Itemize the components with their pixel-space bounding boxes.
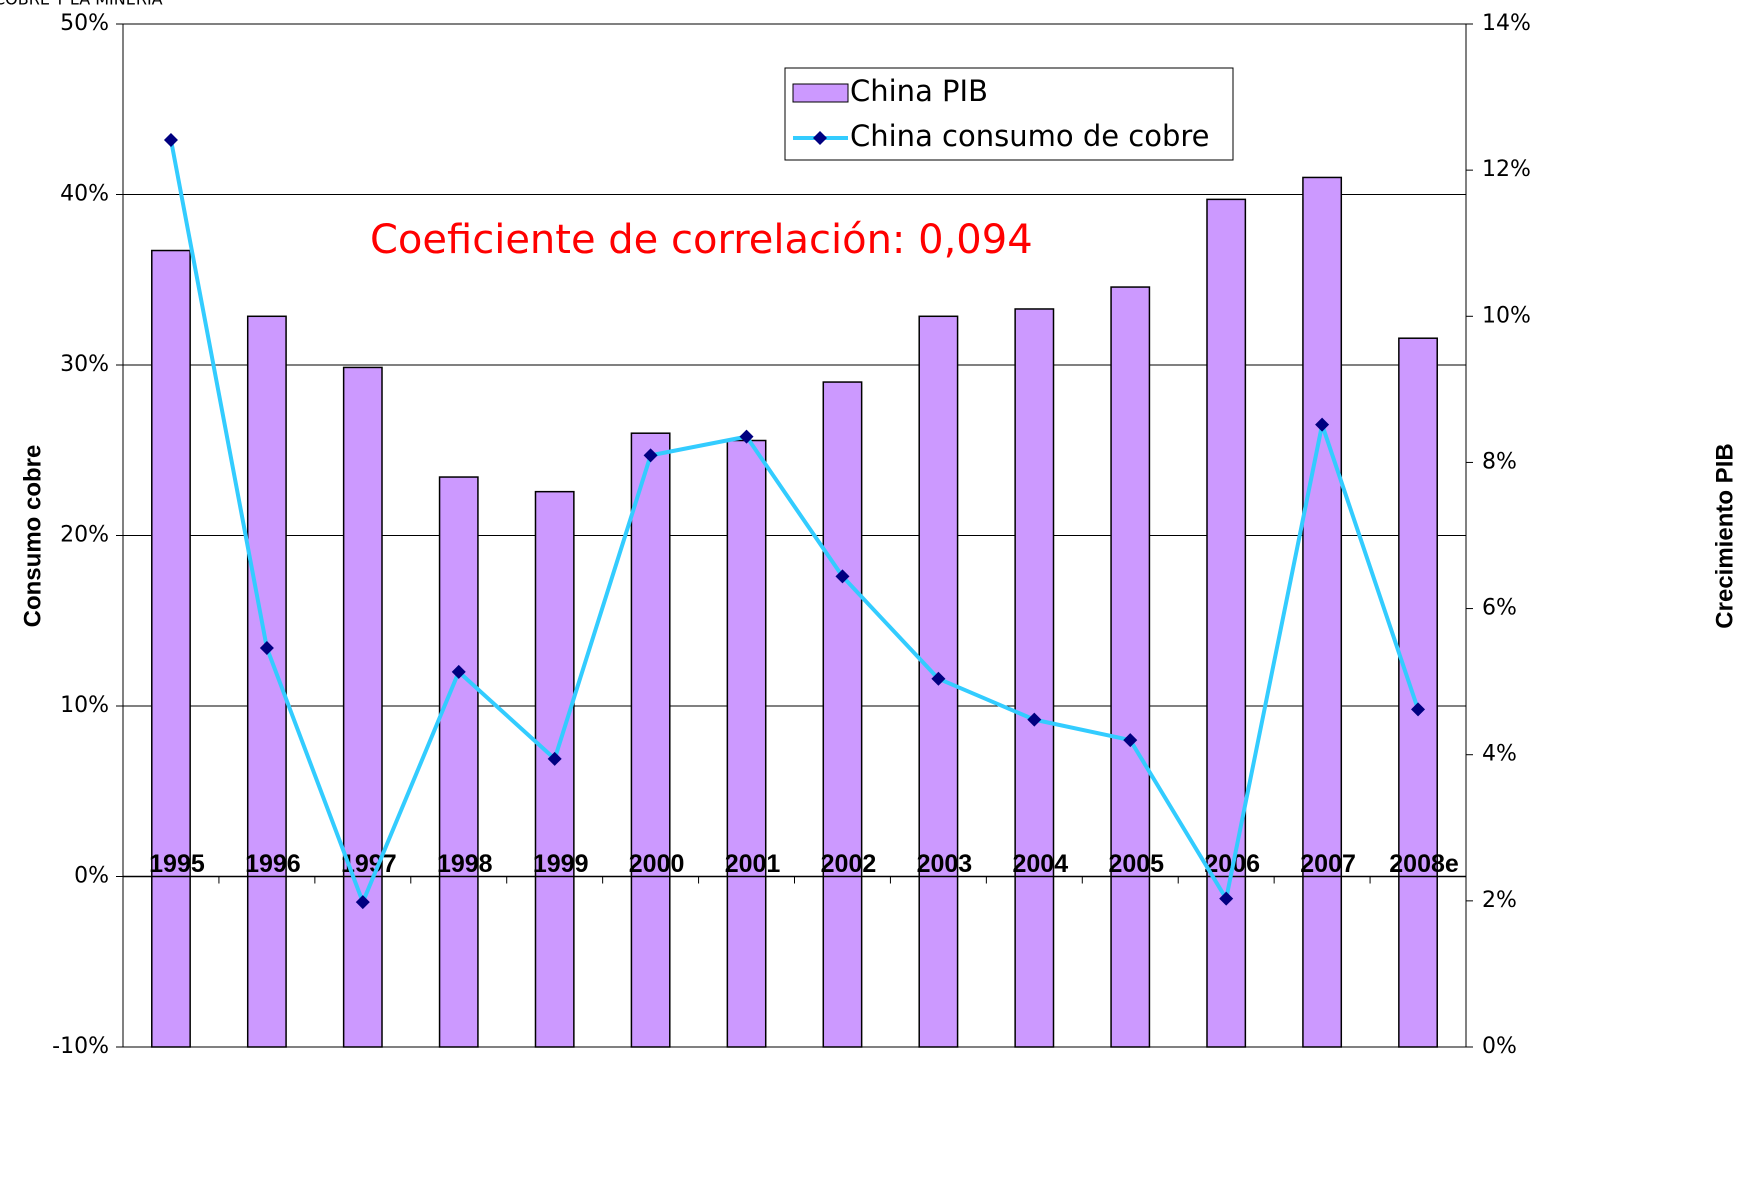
marker (643, 448, 658, 463)
bar (1302, 176, 1343, 1048)
y2-tick-label: 8% (1482, 449, 1517, 474)
line (168, 139, 1420, 905)
bar (438, 476, 479, 1048)
y2-tick-label: 14% (1482, 11, 1531, 36)
x-tick-label: 2002 (821, 850, 877, 878)
legend-swatch (792, 83, 849, 103)
annotation: Coeficiente de correlación: 0,094 (370, 217, 1033, 263)
x-tick-label: 2004 (1013, 850, 1069, 878)
legend-marker (813, 131, 827, 145)
chart-title: COBRE Y LA MINERIA (0, 0, 163, 9)
legend-label: China PIB (850, 74, 988, 108)
marker (1027, 712, 1042, 727)
x-tick-label: 1998 (437, 850, 493, 878)
y-tick-label: 40% (60, 182, 109, 207)
bar (1398, 337, 1438, 1048)
bar (1014, 308, 1055, 1048)
bar (726, 439, 767, 1048)
marker (259, 641, 274, 656)
bar (1206, 198, 1247, 1048)
y2-tick-label: 2% (1482, 888, 1517, 913)
marker (1411, 702, 1426, 717)
y2-tick-label: 6% (1482, 596, 1517, 621)
x-tick-label: 2005 (1108, 850, 1164, 878)
marker (451, 664, 466, 679)
marker (547, 751, 562, 766)
y2-axis-label: Crecimiento PIB (1711, 443, 1738, 628)
bar (342, 366, 383, 1048)
legend-label: China consumo de cobre (850, 119, 1210, 153)
bar (822, 381, 863, 1048)
x-tick-label: 1996 (245, 850, 301, 878)
y-tick-label: -10% (52, 1034, 109, 1059)
y2-tick-label: 12% (1482, 157, 1531, 182)
y-tick-label: 50% (60, 11, 109, 36)
marker (931, 671, 946, 686)
marker (835, 569, 850, 584)
bar (151, 249, 191, 1048)
x-tick-label: 1995 (149, 850, 205, 878)
y2-tick-label: 0% (1482, 1034, 1517, 1059)
y2-tick-label: 10% (1482, 303, 1531, 328)
y-axis-label: Consumo cobre (19, 445, 46, 628)
x-tick-label: 2007 (1300, 850, 1356, 878)
x-tick-label: 2001 (725, 850, 781, 878)
y-tick-label: 10% (60, 693, 109, 718)
marker (1123, 733, 1138, 748)
plot-frame (122, 23, 1467, 1048)
marker (355, 895, 370, 910)
y-tick-label: 0% (74, 864, 109, 889)
marker (163, 132, 178, 147)
marker (1315, 417, 1330, 432)
bar (630, 432, 671, 1048)
marker (1219, 891, 1234, 906)
y-tick-label: 30% (60, 352, 109, 377)
y2-tick-label: 4% (1482, 742, 1517, 767)
x-tick-label: 2000 (629, 850, 685, 878)
bar (1110, 286, 1151, 1048)
marker (739, 429, 754, 444)
x-tick-label: 2008e (1389, 850, 1459, 878)
x-tick-label: 1999 (533, 850, 589, 878)
y-tick-label: 20% (60, 523, 109, 548)
bar (534, 490, 575, 1048)
legend-box (784, 67, 1234, 161)
x-tick-label: 2003 (917, 850, 973, 878)
